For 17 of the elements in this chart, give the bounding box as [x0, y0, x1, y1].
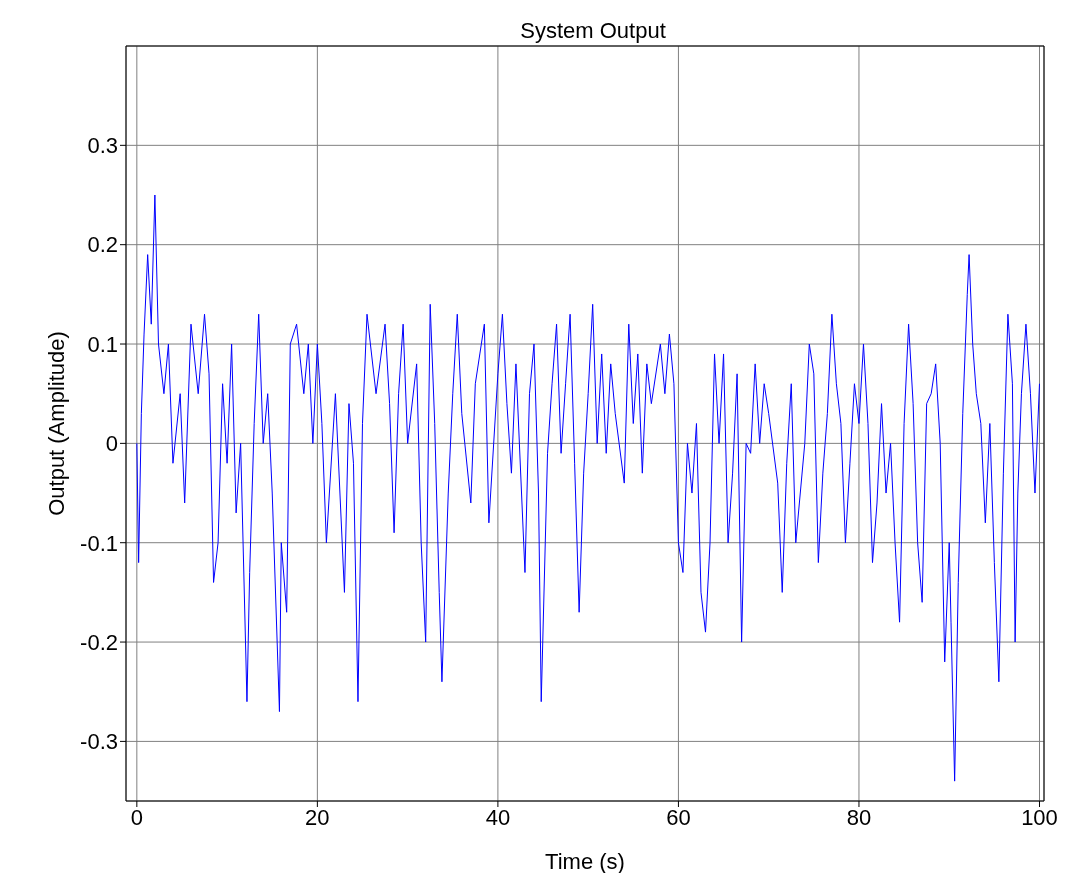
x-tick-label: 80	[846, 804, 872, 830]
y-tick-label: -0.1	[80, 530, 118, 556]
x-tick-label: 40	[485, 804, 511, 830]
y-tick-label: -0.2	[80, 629, 118, 655]
x-tick-label: 20	[305, 804, 330, 830]
y-tick-label: 0	[105, 431, 118, 457]
chart-title: System Output	[520, 18, 666, 43]
y-tick-label: -0.3	[80, 729, 118, 755]
x-tick-label: 60	[666, 804, 691, 830]
line-series	[136, 194, 1040, 782]
y-tick-label: 0.2	[87, 232, 118, 258]
x-tick-label: 0	[130, 804, 143, 830]
y-axis-title: Output (Amplitude)	[43, 331, 69, 516]
x-tick-label: 100	[1021, 804, 1058, 830]
y-tick-label: 0.1	[87, 331, 118, 357]
x-axis-title: Time (s)	[545, 849, 625, 873]
y-tick-label: 0.3	[87, 133, 118, 159]
